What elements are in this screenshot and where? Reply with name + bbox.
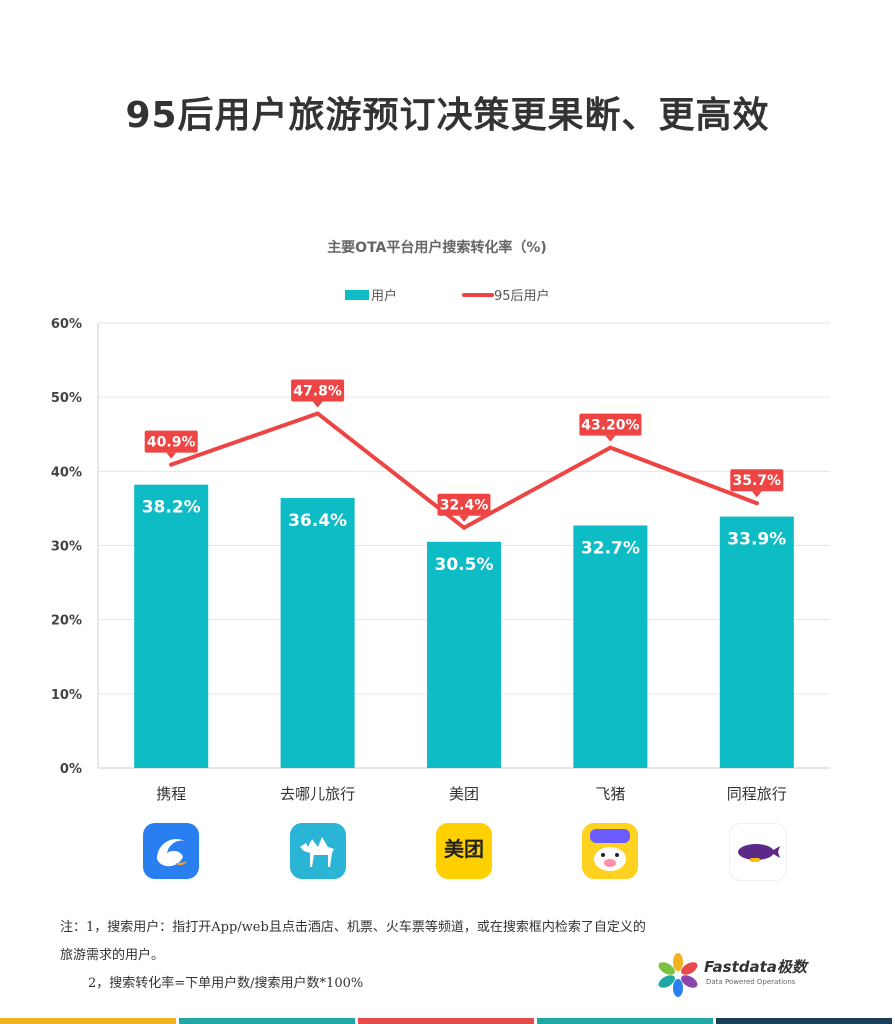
logo-tagline: Data Powered Operations: [706, 978, 796, 986]
strip-segment: [179, 1018, 355, 1024]
y-tick-label: 60%: [51, 317, 82, 332]
line-label-pointer: [459, 515, 469, 522]
line-label-box: [437, 493, 491, 516]
note-line-1: 注：1，搜索用户：指打开App/web且点击酒店、机票、火车票等频道，或在搜索框…: [60, 920, 646, 935]
line-label-box: [144, 430, 198, 453]
blimp-icon: [728, 823, 787, 881]
fastdata-logo: Fastdata极数 Data Powered Operations: [656, 952, 816, 998]
x-tick-label: 携程: [156, 785, 186, 803]
line-label-box: [730, 469, 784, 492]
strip-segment: [0, 1018, 176, 1024]
y-tick-label: 30%: [51, 540, 82, 555]
line-label-pointer: [166, 452, 177, 459]
note-line-2: 旅游需求的用户。: [60, 948, 165, 963]
y-tick-label: 40%: [51, 465, 82, 480]
line-point: [608, 445, 613, 450]
strip-segment: [537, 1018, 713, 1024]
bar: [573, 525, 648, 768]
line-point: [462, 525, 466, 530]
note-line-3: 2，搜索转化率=下单用户数/搜索用户数*100%: [88, 976, 364, 991]
legend-label-bar: 用户: [371, 288, 397, 304]
line-value-label: 35.7%: [733, 473, 782, 489]
bar: [427, 541, 501, 768]
line-value-label: 47.8%: [293, 383, 342, 399]
x-tick-label: 同程旅行: [727, 785, 787, 803]
line-point: [754, 501, 759, 506]
bar-value-label: 33.9%: [727, 530, 786, 550]
line-point: [315, 411, 320, 416]
line-label-pointer: [605, 435, 616, 442]
pig-icon: [582, 823, 639, 879]
strip-segment: [358, 1018, 534, 1024]
legend-label-line: 95后用户: [494, 288, 550, 304]
line-label-pointer: [312, 401, 323, 408]
chart-title: 主要OTA平台用户搜索转化率（%): [327, 239, 547, 256]
line-value-label: 32.4%: [440, 498, 489, 514]
line-label-pointer: [751, 491, 762, 498]
line-value-label: 40.9%: [147, 435, 196, 451]
camel-icon: [289, 823, 346, 879]
dolphin-icon: [143, 823, 200, 879]
y-tick-label: 20%: [51, 614, 82, 629]
strip-segment: [716, 1018, 892, 1024]
bar: [134, 484, 209, 768]
meituan-icon: 美团: [436, 823, 492, 879]
y-tick-label: 10%: [51, 688, 82, 703]
bar-value-label: 38.2%: [142, 498, 201, 518]
bar: [719, 516, 794, 768]
chart: 主要OTA平台用户搜索转化率（%) 用户 95后用户 0% 10% 20% 30% 40% 50…: [51, 239, 830, 803]
line-label-box: [579, 413, 642, 436]
logo-name: Fastdata极数: [704, 958, 807, 976]
bottom-color-strip: [0, 1018, 895, 1024]
line-value-label: 43.20%: [581, 418, 639, 434]
bar-value-label: 30.5%: [435, 555, 494, 575]
y-tick-label: 50%: [51, 391, 82, 406]
bar-value-label: 32.7%: [581, 538, 640, 558]
x-tick-label: 飞猪: [595, 785, 625, 803]
page-title: 95后用户旅游预订决策更果断、更高效: [125, 95, 770, 136]
x-tick-label: 美团: [449, 785, 479, 803]
flower-logo-icon: [658, 953, 698, 997]
bar: [280, 498, 355, 768]
x-tick-label: 去哪儿旅行: [280, 785, 355, 803]
legend-swatch-bar: [345, 290, 369, 300]
line-point: [169, 462, 174, 467]
y-tick-label: 0%: [60, 762, 82, 777]
bar-value-label: 36.4%: [288, 511, 347, 531]
line-label-box: [291, 379, 345, 402]
